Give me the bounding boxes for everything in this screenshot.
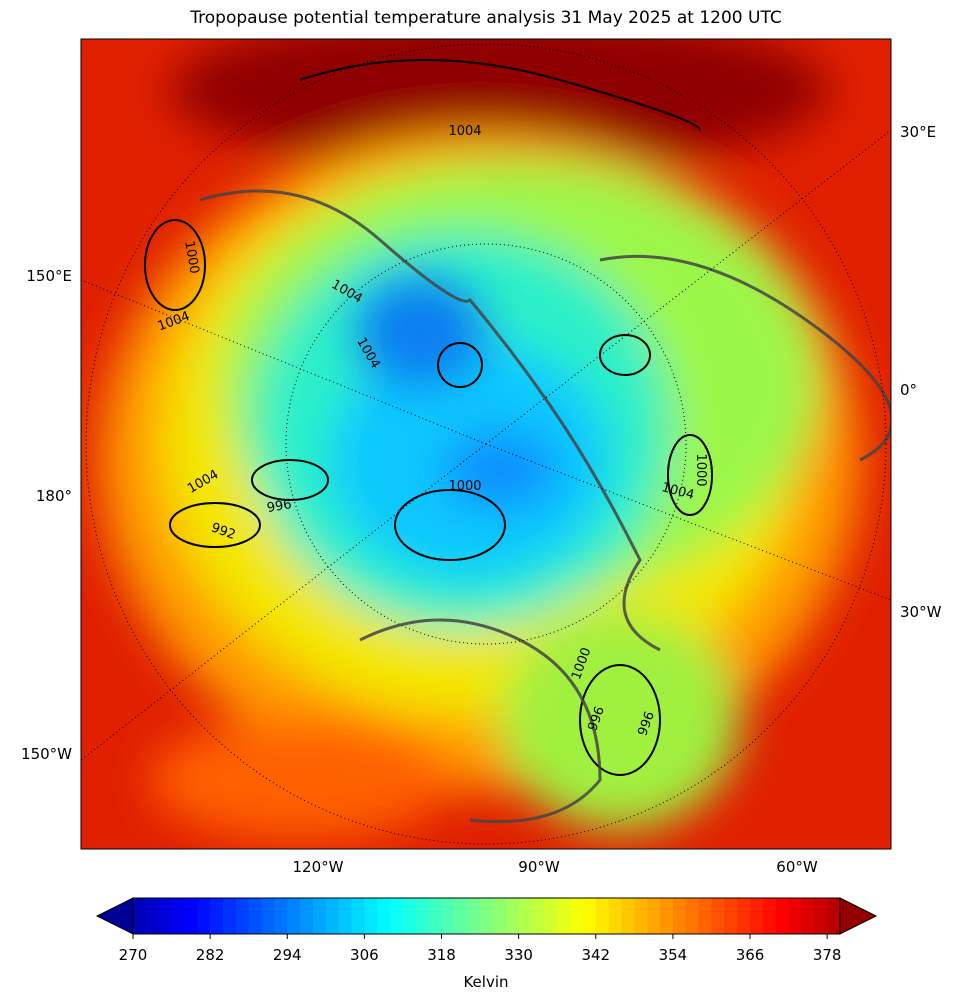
colorbar-step (300, 898, 314, 934)
colorbar-step (145, 898, 160, 934)
colorbar-step (711, 898, 725, 934)
colorbar-tick-label: 378 (813, 946, 842, 964)
colorbar-step (827, 898, 841, 934)
colorbar-tick-label: 294 (273, 946, 302, 964)
colorbar-step (788, 898, 803, 934)
colorbar-step (570, 898, 584, 934)
colorbar-tick-label: 282 (196, 946, 225, 964)
lon-label: 90°W (518, 858, 560, 876)
map-frame (80, 38, 892, 850)
colorbar-step (158, 898, 173, 934)
contour-label: 996 (266, 497, 293, 516)
lon-label: 30°W (900, 603, 942, 621)
colorbar-tick-label: 366 (736, 946, 765, 964)
contour-label: 1004 (448, 124, 481, 139)
colorbar-tick-label: 354 (659, 946, 688, 964)
colorbar-step (312, 898, 327, 934)
colorbar-step (325, 898, 340, 934)
contour-label: 1000 (693, 453, 708, 486)
colorbar-step (750, 898, 764, 934)
colorbar-step (261, 898, 275, 934)
colorbar-step (377, 898, 391, 934)
colorbar-step (647, 898, 661, 934)
colorbar-step (544, 898, 558, 934)
colorbar-step (518, 898, 533, 934)
colorbar-step (171, 898, 186, 934)
lon-label: 150°W (21, 745, 72, 763)
colorbar-step (390, 898, 404, 934)
colorbar-step (274, 898, 288, 934)
colorbar-step (210, 898, 224, 934)
colorbar-tick-label: 330 (504, 946, 533, 964)
colorbar-step (685, 898, 700, 934)
title: Tropopause potential temperature analysi… (189, 8, 781, 28)
colorbar-step (428, 898, 443, 934)
colorbar-step (814, 898, 828, 934)
colorbar-step (775, 898, 790, 934)
colorbar-step (672, 898, 687, 934)
colorbar-tick-label: 342 (581, 946, 610, 964)
colorbar-step (287, 898, 301, 934)
colorbar-step (492, 898, 507, 934)
lon-label: 30°E (900, 123, 936, 141)
colorbar-step (197, 898, 211, 934)
colorbar-step (415, 898, 430, 934)
colorbar-extend (95, 897, 134, 935)
colorbar-step (454, 898, 468, 934)
colorbar-step (364, 898, 378, 934)
colorbar-step (531, 898, 545, 934)
colorbar-step (608, 898, 623, 934)
colorbar-step (441, 898, 455, 934)
colorbar-step (762, 898, 777, 934)
colorbar-step (505, 898, 520, 934)
colorbar-frame (132, 897, 841, 935)
colorbar-step (351, 898, 365, 934)
colorbar-step (467, 898, 481, 934)
colorbar-step (338, 898, 353, 934)
lon-label: 150°E (26, 267, 72, 285)
lon-label: 180° (36, 487, 72, 505)
colorbar-step (582, 898, 597, 934)
colorbar-step (737, 898, 751, 934)
colorbar-step (133, 898, 147, 934)
lon-label: 60°W (776, 858, 818, 876)
colorbar-tick-label: 318 (427, 946, 456, 964)
colorbar-label: Kelvin (463, 973, 508, 991)
colorbar-step (801, 898, 815, 934)
colorbar-step (222, 898, 237, 934)
colorbar-step (634, 898, 648, 934)
colorbar-step (557, 898, 571, 934)
lon-label: 120°W (293, 858, 344, 876)
colorbar-step (184, 898, 198, 934)
colorbar-step (248, 898, 263, 934)
colorbar-tick-label: 306 (350, 946, 379, 964)
colorbar-tick-label: 270 (119, 946, 148, 964)
colorbar-step (402, 898, 417, 934)
colorbar-step (660, 898, 674, 934)
colorbar-step (621, 898, 635, 934)
colorbar-step (595, 898, 610, 934)
contour-label: 1000 (181, 240, 202, 275)
colorbar-step (698, 898, 713, 934)
lon-label: 0° (900, 381, 917, 399)
colorbar-step (480, 898, 494, 934)
contour-label: 1000 (448, 479, 481, 494)
colorbar-step (724, 898, 738, 934)
colorbar-step (235, 898, 250, 934)
colorbar-extend (839, 897, 878, 935)
